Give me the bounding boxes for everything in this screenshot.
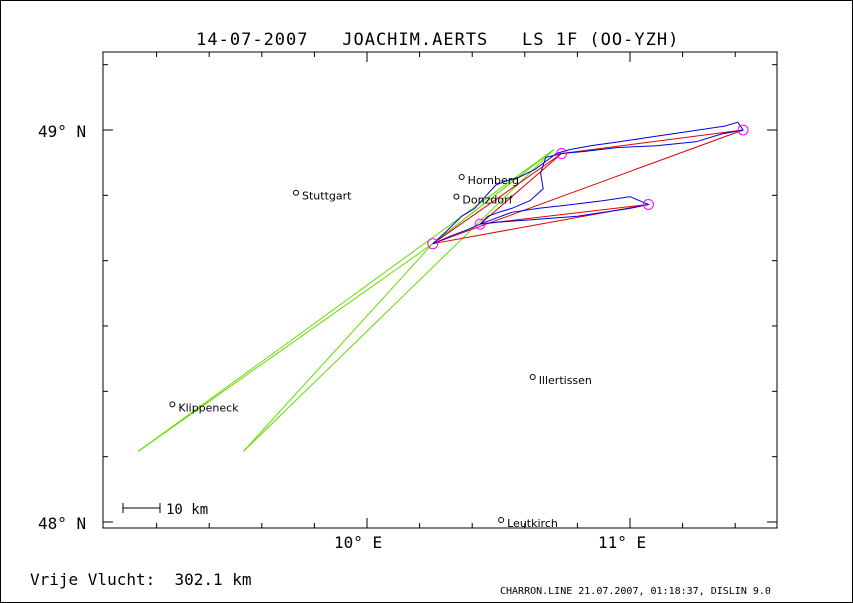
free-line [432, 149, 555, 245]
task-line [561, 129, 744, 155]
lon-label-11: 11° E [598, 533, 646, 552]
flight-title: 14-07-2007 JOACHIM.AERTS LS 1F (OO-YZH) [0, 10, 853, 50]
turnpoint-marker [474, 218, 486, 230]
plot-border [102, 51, 778, 529]
track-line [432, 121, 744, 245]
lat-label-48: 48° N [38, 514, 86, 533]
free-line [243, 149, 555, 452]
town-label: Leutkirch [507, 517, 558, 530]
turnpoint-marker [737, 124, 749, 136]
turnpoints [427, 124, 749, 250]
free-flight-lines [137, 149, 555, 452]
gps-track [432, 121, 744, 245]
town-label: Stuttgart [302, 190, 352, 203]
town-marker [453, 193, 460, 200]
glider-id: LS 1F (OO-YZH) [522, 30, 680, 50]
axis-ticks [103, 52, 777, 528]
turnpoint-marker [642, 198, 654, 210]
town-markers: Hornberg Donzdorf Stuttgart Illertissen Klip… [169, 174, 592, 530]
town-label: Klippeneck [178, 401, 239, 414]
task-line [479, 153, 562, 225]
town-marker [529, 373, 536, 380]
free-flight-value: 302.1 km [174, 570, 252, 589]
lat-label-49: 49° N [38, 122, 86, 141]
pilot-name: JOACHIM.AERTS [342, 30, 489, 50]
flight-date: 14-07-2007 [196, 30, 309, 50]
turnpoint-marker [427, 238, 439, 250]
town-marker [458, 174, 465, 181]
town-marker [498, 517, 505, 524]
free-line [243, 243, 434, 452]
town-marker [169, 401, 176, 408]
scale-bar-label: 10 km [166, 502, 208, 518]
turnpoint-marker [556, 148, 568, 160]
footer-info: CHARRON.LINE 21.07.2007, 01:18:37, DISLI… [500, 586, 771, 597]
free-flight-stat: Vrije Vlucht: 302.1 km [30, 570, 252, 589]
lon-label-10: 10° E [334, 533, 382, 552]
free-line [137, 243, 434, 452]
task-line [480, 203, 649, 225]
town-label: Donzdorf [462, 194, 513, 207]
task-line [432, 153, 562, 245]
free-flight-label: Vrije Vlucht: [30, 570, 156, 589]
town-label: Hornberg [468, 174, 519, 187]
town-label: Illertissen [539, 374, 592, 387]
scale-bar: 10 km [122, 502, 208, 518]
town-marker [292, 189, 299, 196]
task-line [432, 129, 744, 245]
free-line [137, 149, 555, 452]
